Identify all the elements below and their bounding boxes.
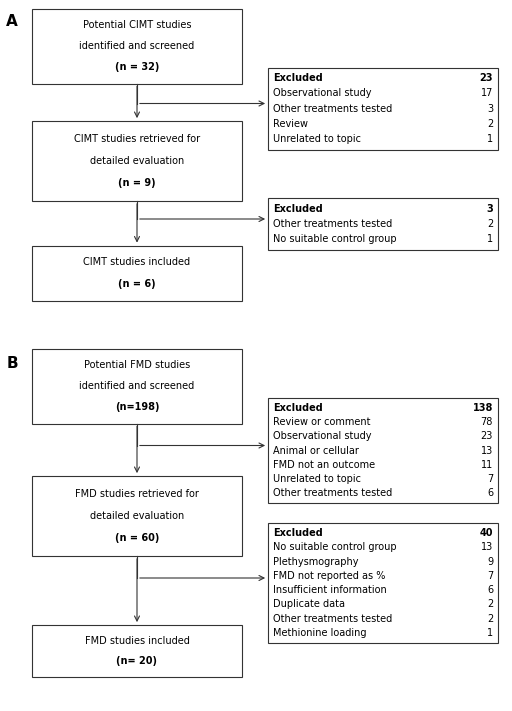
Bar (32, 625, 242, 677)
Text: No suitable control group: No suitable control group (273, 542, 397, 552)
Text: CIMT studies included: CIMT studies included (83, 257, 190, 267)
Bar (268, 398, 498, 503)
Text: Review or comment: Review or comment (273, 417, 371, 427)
Text: 11: 11 (481, 460, 493, 470)
Text: Excluded: Excluded (273, 528, 323, 538)
Text: Other treatments tested: Other treatments tested (273, 488, 392, 498)
Text: 2: 2 (487, 219, 493, 229)
Text: 3: 3 (487, 104, 493, 114)
Text: 78: 78 (481, 417, 493, 427)
Text: No suitable control group: No suitable control group (273, 235, 397, 245)
Bar (32, 245, 242, 301)
Text: Excluded: Excluded (273, 73, 323, 83)
Text: 2: 2 (487, 614, 493, 624)
Bar (32, 476, 242, 556)
Text: CIMT studies retrieved for: CIMT studies retrieved for (74, 134, 200, 144)
Text: 3: 3 (486, 204, 493, 214)
Text: Other treatments tested: Other treatments tested (273, 104, 392, 114)
Text: detailed evaluation: detailed evaluation (90, 511, 184, 521)
Text: 40: 40 (480, 528, 493, 538)
Text: Unrelated to topic: Unrelated to topic (273, 474, 361, 484)
Text: FMD studies retrieved for: FMD studies retrieved for (75, 488, 199, 499)
Text: 1: 1 (487, 134, 493, 144)
Text: (n= 20): (n= 20) (117, 656, 158, 666)
Text: 23: 23 (480, 73, 493, 83)
Text: Plethysmography: Plethysmography (273, 557, 358, 567)
Text: FMD studies included: FMD studies included (84, 636, 189, 646)
Text: Potential CIMT studies: Potential CIMT studies (83, 20, 191, 30)
Text: Excluded: Excluded (273, 204, 323, 214)
Text: Animal or cellular: Animal or cellular (273, 446, 359, 456)
Text: 1: 1 (487, 628, 493, 638)
Bar (32, 348, 242, 424)
Text: A: A (6, 14, 18, 28)
Bar (268, 68, 498, 149)
Text: 13: 13 (481, 542, 493, 552)
Text: 17: 17 (481, 88, 493, 98)
Text: Insufficient information: Insufficient information (273, 585, 387, 595)
Text: 2: 2 (487, 119, 493, 129)
Text: (n = 6): (n = 6) (118, 279, 156, 289)
Text: Potential FMD studies: Potential FMD studies (84, 360, 190, 370)
Bar (32, 121, 242, 201)
Text: Methionine loading: Methionine loading (273, 628, 367, 638)
Text: Observational study: Observational study (273, 432, 372, 442)
Bar (268, 198, 498, 250)
Text: Review: Review (273, 119, 308, 129)
Text: 2: 2 (487, 599, 493, 609)
Text: Other treatments tested: Other treatments tested (273, 614, 392, 624)
Text: 7: 7 (487, 474, 493, 484)
Text: identified and screened: identified and screened (79, 41, 195, 51)
Text: (n = 32): (n = 32) (115, 62, 159, 72)
Text: (n = 9): (n = 9) (118, 178, 156, 188)
Text: 7: 7 (487, 571, 493, 581)
Bar (268, 523, 498, 643)
Text: Observational study: Observational study (273, 88, 372, 98)
Text: B: B (6, 356, 18, 370)
Text: Other treatments tested: Other treatments tested (273, 219, 392, 229)
Text: 138: 138 (473, 403, 493, 413)
Text: FMD not an outcome: FMD not an outcome (273, 460, 375, 470)
Text: 6: 6 (487, 585, 493, 595)
Bar (32, 9, 242, 83)
Text: Unrelated to topic: Unrelated to topic (273, 134, 361, 144)
Text: 1: 1 (487, 235, 493, 245)
Text: (n=198): (n=198) (115, 402, 159, 412)
Text: (n = 60): (n = 60) (115, 533, 159, 543)
Text: 6: 6 (487, 488, 493, 498)
Text: identified and screened: identified and screened (79, 381, 195, 391)
Text: 9: 9 (487, 557, 493, 567)
Text: detailed evaluation: detailed evaluation (90, 156, 184, 166)
Text: 23: 23 (481, 432, 493, 442)
Text: Excluded: Excluded (273, 403, 323, 413)
Text: 13: 13 (481, 446, 493, 456)
Text: FMD not reported as %: FMD not reported as % (273, 571, 386, 581)
Text: Duplicate data: Duplicate data (273, 599, 345, 609)
